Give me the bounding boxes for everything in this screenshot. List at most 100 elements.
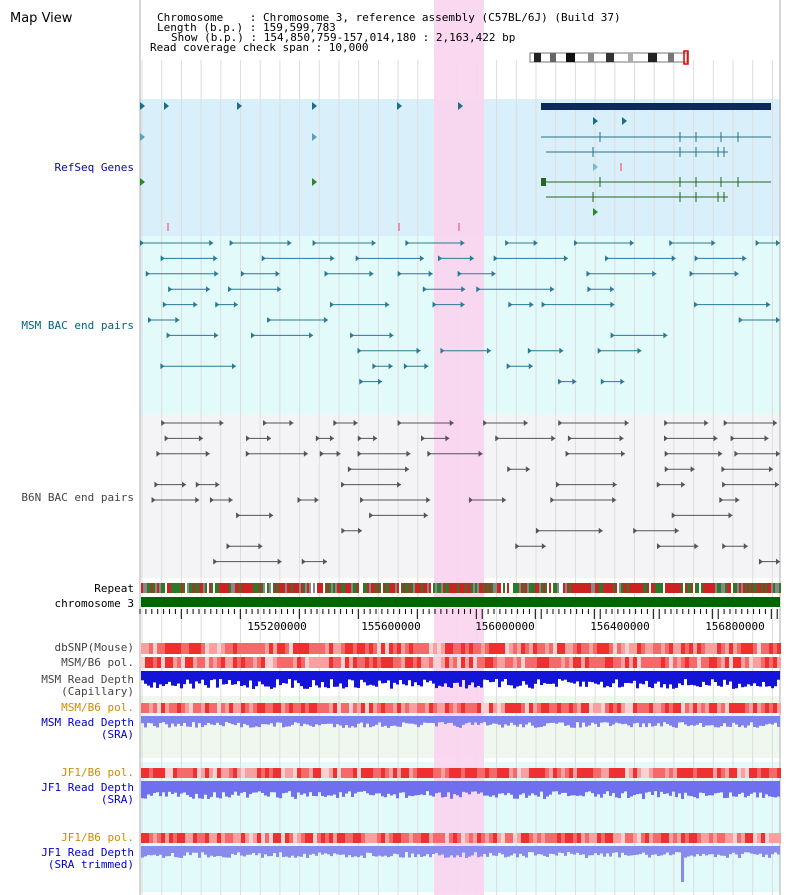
pol-cell — [229, 833, 233, 843]
depth-bar — [657, 716, 660, 724]
msm-b6-pol-track-label[interactable]: MSM/B6 pol. — [61, 656, 134, 669]
repeat-element — [197, 583, 199, 593]
dbsnp-track-label[interactable]: dbSNP(Mouse) — [54, 641, 134, 654]
repeat-element — [727, 583, 729, 593]
depth-bar — [630, 716, 633, 728]
pol-cell — [193, 768, 197, 778]
depth-bar — [420, 846, 423, 857]
depth-bar — [174, 846, 177, 858]
pol-cell — [529, 703, 533, 713]
depth-bar — [534, 716, 537, 728]
depth-bar — [549, 671, 552, 685]
depth-bar — [402, 846, 405, 858]
pol-cell — [189, 703, 193, 713]
bac-end-marker — [297, 497, 302, 503]
repeat-element — [505, 583, 507, 593]
jf1-b6-pol-label[interactable]: JF1/B6 pol. — [61, 766, 134, 779]
depth-bar — [636, 846, 639, 855]
depth-bar — [390, 781, 393, 796]
repeat-element — [237, 583, 239, 593]
depth-bar — [246, 671, 249, 688]
depth-bar — [552, 781, 555, 792]
depth-bar — [336, 781, 339, 798]
depth-bar — [423, 671, 426, 680]
pol-cell — [317, 643, 321, 654]
repeat-element — [653, 583, 655, 593]
pol-cell — [325, 833, 329, 843]
jf1-depth-trimmed-label[interactable]: JF1 Read Depth — [41, 846, 134, 859]
depth-bar — [384, 846, 387, 856]
bac-end-marker — [263, 420, 268, 426]
b6n-bac-track-label[interactable]: B6N BAC end pairs — [21, 491, 134, 504]
depth-bar — [633, 716, 636, 724]
depth-bar — [633, 671, 636, 681]
repeat-element — [201, 583, 203, 593]
pol-cell — [357, 703, 361, 713]
repeat-element — [377, 583, 379, 593]
jf1-depth-sra-label[interactable]: JF1 Read Depth — [41, 781, 134, 794]
depth-bar — [573, 671, 576, 684]
depth-bar — [369, 781, 372, 796]
pol-cell — [337, 643, 341, 654]
depth-bar — [591, 671, 594, 683]
pol-cell — [285, 768, 289, 778]
depth-bar — [228, 671, 231, 681]
depth-bar — [381, 846, 384, 857]
repeat-element — [435, 583, 437, 593]
repeat-track-label[interactable]: Repeat — [94, 582, 134, 595]
repeat-element — [183, 583, 185, 593]
depth-bar — [516, 716, 519, 727]
depth-bar — [282, 671, 285, 684]
depth-bar — [699, 671, 702, 688]
depth-bar — [627, 716, 630, 726]
depth-bar — [303, 716, 306, 724]
repeat-element — [541, 583, 543, 593]
pol-cell — [657, 833, 661, 843]
depth-bar — [372, 716, 375, 727]
repeat-element — [329, 583, 331, 593]
pol-cell — [537, 657, 541, 668]
msm-b6-pol-2-label[interactable]: MSM/B6 pol. — [61, 701, 134, 714]
pol-cell — [469, 643, 473, 654]
pol-cell — [157, 657, 161, 668]
pol-cell — [461, 643, 465, 654]
pol-cell — [161, 833, 165, 843]
depth-bar — [330, 846, 333, 857]
depth-bar — [276, 671, 279, 680]
depth-bar — [327, 846, 330, 855]
pol-cell — [505, 657, 509, 668]
repeat-element — [577, 583, 579, 593]
gene-marker — [458, 102, 463, 110]
repeat-element — [745, 583, 747, 593]
repeat-element — [515, 583, 517, 593]
depth-bar — [321, 781, 324, 797]
pol-cell — [645, 833, 649, 843]
repeat-element — [667, 583, 669, 593]
depth-bar — [165, 781, 168, 797]
pol-cell — [365, 703, 369, 713]
pol-cell — [545, 643, 549, 654]
repeat-element — [591, 583, 593, 593]
pol-cell — [161, 657, 165, 668]
pol-cell — [485, 657, 489, 668]
pol-cell — [445, 703, 449, 713]
pol-cell — [429, 768, 433, 778]
pol-cell — [701, 768, 705, 778]
bac-end-marker — [535, 527, 540, 534]
highlight-region — [434, 0, 484, 895]
jf1-b6-pol-2-label[interactable]: JF1/B6 pol. — [61, 831, 134, 844]
repeat-element — [687, 583, 689, 593]
msm-bac-track-label[interactable]: MSM BAC end pairs — [21, 319, 134, 332]
repeat-element — [317, 583, 319, 593]
depth-bar — [558, 716, 561, 723]
depth-bar — [651, 781, 654, 796]
pol-cell — [601, 768, 605, 778]
msm-depth-capillary-label[interactable]: MSM Read Depth — [41, 673, 134, 686]
repeat-element — [639, 583, 641, 593]
chromosome-track-label[interactable]: chromosome 3 — [54, 597, 134, 610]
bac-end-marker — [541, 543, 546, 550]
msm-depth-sra-label[interactable]: MSM Read Depth — [41, 716, 134, 729]
depth-bar — [615, 846, 618, 853]
refseq-track-label[interactable]: RefSeq Genes — [54, 161, 134, 174]
depth-bar — [729, 671, 732, 682]
